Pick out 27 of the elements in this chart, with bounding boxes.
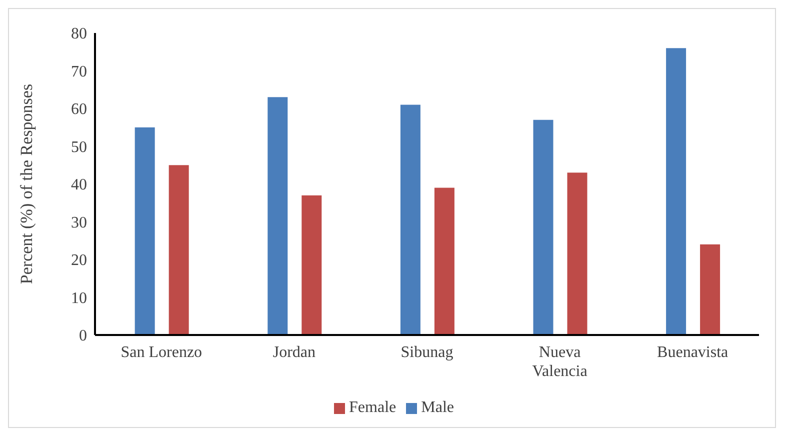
y-tick-label: 40 — [71, 176, 87, 194]
x-tick-label: Buenavista — [657, 344, 728, 361]
x-tick-label: Nueva Valencia — [532, 344, 588, 380]
bar — [567, 172, 588, 335]
y-tick-label: 30 — [71, 214, 87, 232]
bar — [666, 48, 686, 335]
y-tick-label: 20 — [71, 252, 87, 270]
bar — [700, 244, 720, 335]
x-tick-label: San Lorenzo — [120, 344, 202, 361]
bar — [168, 165, 189, 335]
y-tick-label: 70 — [71, 63, 87, 80]
y-tick-label: 50 — [71, 138, 87, 156]
y-tick-label: 80 — [71, 26, 87, 43]
y-axis-title: Percent (%) of the Responses — [17, 84, 36, 284]
y-tick-label: 0 — [79, 328, 87, 345]
bar — [400, 104, 420, 335]
x-tick-label: Sibunag — [400, 344, 454, 361]
bar — [533, 120, 554, 335]
legend-label: Female — [349, 399, 396, 416]
legend-label: Male — [421, 399, 454, 416]
y-tick-label: 60 — [71, 101, 87, 118]
bar — [134, 127, 155, 335]
x-tick-label: Jordan — [272, 344, 316, 361]
bar — [434, 188, 454, 335]
y-tick-label: 10 — [71, 290, 87, 307]
bar — [268, 97, 288, 335]
bar — [302, 195, 322, 335]
